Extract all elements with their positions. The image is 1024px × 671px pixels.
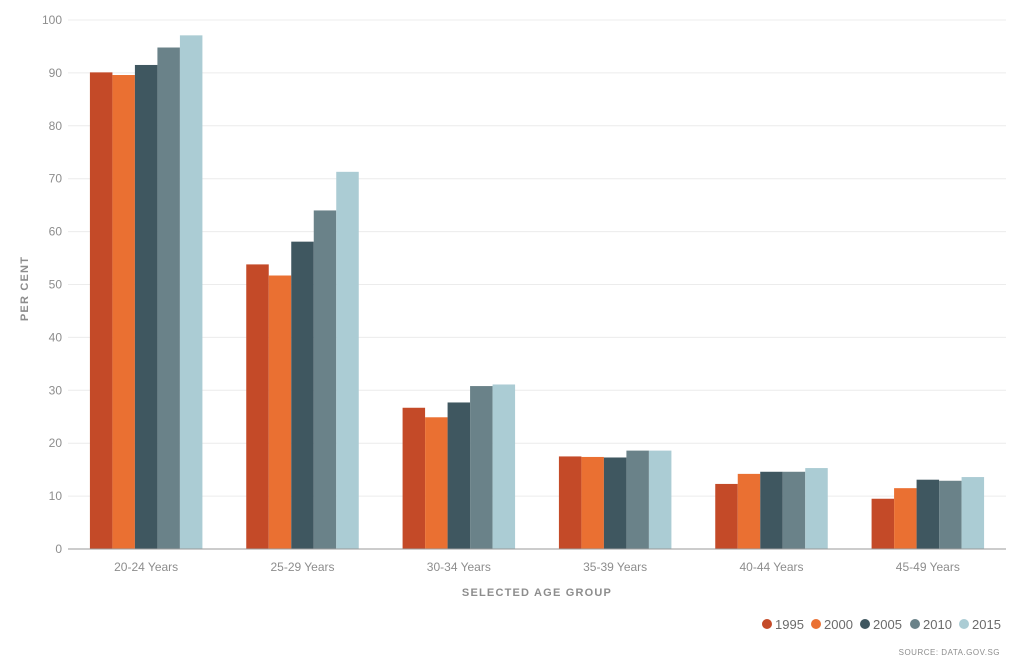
bar-2000-4 <box>737 473 761 549</box>
y-tick-label: 80 <box>49 119 63 133</box>
bar-2010-2 <box>470 386 493 549</box>
bar-2010-0 <box>157 47 180 550</box>
legend-swatch-2000 <box>811 619 821 629</box>
x-tick-label: 45-49 Years <box>896 560 960 574</box>
bar-1995-4 <box>715 483 738 549</box>
bar-2010-3 <box>626 450 649 549</box>
bar-1995-0 <box>89 72 113 549</box>
y-tick-label: 50 <box>49 278 63 292</box>
bar-2015-1 <box>336 171 359 549</box>
x-tick-label: 30-34 Years <box>427 560 491 574</box>
legend-swatch-2010 <box>910 619 920 629</box>
bar-2015-2 <box>492 384 516 549</box>
bar-2010-5 <box>939 480 962 549</box>
bar-2005-5 <box>916 479 940 549</box>
bar-2005-3 <box>603 457 627 549</box>
legend-label-2000: 2000 <box>824 617 853 632</box>
bar-2015-4 <box>805 468 828 549</box>
legend-swatch-2015 <box>959 619 969 629</box>
legend-swatch-1995 <box>762 619 772 629</box>
y-tick-label: 10 <box>49 489 63 503</box>
bar-2015-3 <box>648 450 672 549</box>
bar-2000-3 <box>581 456 604 549</box>
source-label: SOURCE: DATA.GOV.SG <box>899 648 1000 657</box>
bar-1995-1 <box>246 264 269 549</box>
x-tick-label: 20-24 Years <box>114 560 178 574</box>
bar-2000-0 <box>112 75 135 550</box>
legend-label-2010: 2010 <box>923 617 952 632</box>
y-tick-label: 60 <box>49 225 63 239</box>
bar-1995-3 <box>558 456 582 549</box>
legend-swatch-2005 <box>860 619 870 629</box>
bar-2005-4 <box>760 471 783 549</box>
bar-2005-0 <box>134 64 158 549</box>
y-tick-label: 40 <box>49 330 63 344</box>
bar-2005-1 <box>291 241 314 549</box>
bar-2000-1 <box>268 275 292 549</box>
x-tick-labels: 20-24 Years 25-29 Years 30-34 Years 35-39 Y… <box>114 560 960 574</box>
bar-2005-2 <box>447 402 471 549</box>
bar-2015-0 <box>179 35 203 549</box>
x-tick-label: 35-39 Years <box>583 560 647 574</box>
x-axis-title: SELECTED AGE GROUP <box>462 587 612 599</box>
x-tick-label: 25-29 Years <box>270 560 334 574</box>
y-tick-label: 100 <box>42 13 62 27</box>
y-tick-label: 20 <box>49 436 63 450</box>
legend-label-2015: 2015 <box>972 617 1001 632</box>
legend: 1995 2000 2005 2010 2015 <box>762 617 1001 632</box>
y-tick-label: 0 <box>55 542 62 556</box>
legend-label-1995: 1995 <box>775 617 804 632</box>
x-tick-label: 40-44 Years <box>739 560 803 574</box>
y-axis-title: PER CENT <box>19 256 31 321</box>
bar-2015-5 <box>961 477 985 549</box>
y-tick-label: 70 <box>49 172 63 186</box>
bar-1995-2 <box>402 407 426 549</box>
bar-2000-2 <box>425 417 448 549</box>
grid-lines <box>68 19 1006 497</box>
legend-label-2005: 2005 <box>873 617 902 632</box>
y-tick-labels: 0 10 20 30 40 50 60 70 80 90 100 <box>42 13 62 556</box>
bars-layer <box>89 35 985 550</box>
bar-2010-4 <box>782 471 806 549</box>
y-tick-label: 30 <box>49 383 63 397</box>
bar-1995-5 <box>871 498 895 549</box>
bar-2000-5 <box>894 488 917 549</box>
y-tick-label: 90 <box>49 66 63 80</box>
bar-2010-1 <box>313 210 337 549</box>
